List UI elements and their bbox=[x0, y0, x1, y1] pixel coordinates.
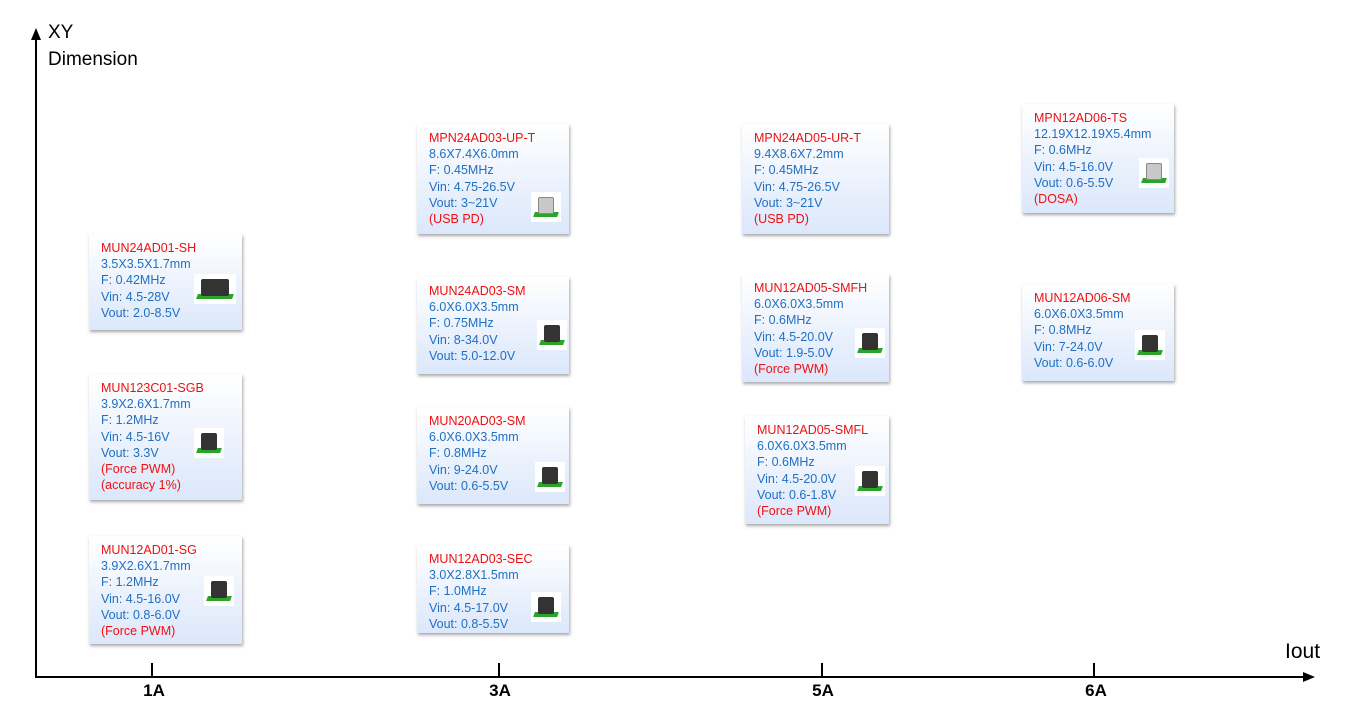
spec-line: F: 0.75MHz bbox=[429, 316, 494, 331]
spec-line: Vout: 5.0-12.0V bbox=[429, 348, 516, 363]
spec-line: Vin: 4.5-17.0V bbox=[429, 600, 508, 615]
spec-line: Vin: 4.5-16V bbox=[101, 429, 170, 444]
spec-line: 3.9X2.6X1.7mm bbox=[101, 397, 191, 412]
spec-line: Vout: 0.6-1.8V bbox=[757, 487, 837, 502]
spec-line: Vout: 1.9-5.0V bbox=[754, 345, 834, 360]
note-line: (Force PWM) bbox=[754, 362, 829, 377]
spec-line: Vin: 9-24.0V bbox=[429, 462, 498, 477]
spec-line: F: 1.0MHz bbox=[429, 584, 487, 599]
spec-line: F: 1.2MHz bbox=[101, 413, 159, 428]
spec-line: 6.0X6.0X3.5mm bbox=[1034, 307, 1124, 322]
spec-line: F: 0.8MHz bbox=[1034, 323, 1092, 338]
product-name: MPN12AD06-TS bbox=[1034, 111, 1128, 125]
x-axis-arrow-icon bbox=[1303, 672, 1315, 682]
note-line: (Force PWM) bbox=[101, 624, 176, 639]
spec-line: 3.9X2.6X1.7mm bbox=[101, 559, 191, 574]
y-label-line2: Dimension bbox=[48, 49, 138, 70]
chip-module-icon bbox=[855, 466, 885, 496]
tick-label: 5A bbox=[812, 681, 834, 700]
product-card: MUN12AD03-SEC 3.0X2.8X1.5mm F: 1.0MHz Vin: … bbox=[417, 545, 569, 633]
chip-module-icon bbox=[535, 462, 565, 492]
spec-line: Vout: 3~21V bbox=[754, 195, 823, 210]
spec-line: Vin: 4.75-26.5V bbox=[429, 179, 515, 194]
spec-line: 12.19X12.19X5.4mm bbox=[1034, 127, 1152, 142]
product-name: MUN123C01-SGB bbox=[101, 381, 204, 395]
spec-line: Vin: 4.5-28V bbox=[101, 289, 170, 304]
smd-inductor-module-icon bbox=[194, 274, 236, 304]
spec-line: Vin: 4.75-26.5V bbox=[754, 179, 840, 194]
spec-line: Vin: 4.5-16.0V bbox=[101, 591, 180, 606]
spec-line: Vin: 4.5-20.0V bbox=[754, 329, 833, 344]
spec-line: F: 0.8MHz bbox=[429, 446, 487, 461]
product-name: MPN24AD05-UR-T bbox=[754, 131, 861, 145]
note-line: (USB PD) bbox=[754, 212, 809, 227]
spec-line: F: 0.6MHz bbox=[1034, 143, 1092, 158]
y-label-line1: XY bbox=[48, 22, 74, 43]
tick-label: 3A bbox=[489, 681, 511, 700]
spec-line: Vout: 2.0-8.5V bbox=[101, 305, 181, 320]
product-name: MUN20AD03-SM bbox=[429, 414, 526, 428]
spec-line: 6.0X6.0X3.5mm bbox=[757, 439, 847, 454]
spec-line: F: 1.2MHz bbox=[101, 575, 159, 590]
product-name: MUN12AD01-SG bbox=[101, 543, 197, 557]
spec-line: F: 0.42MHz bbox=[101, 273, 166, 288]
note-line: (accuracy 1%) bbox=[101, 478, 181, 493]
product-name: MUN12AD05-SMFL bbox=[757, 423, 869, 437]
note-line: (Force PWM) bbox=[101, 462, 176, 477]
spec-line: Vout: 0.6-5.5V bbox=[1034, 175, 1114, 190]
product-card: MPN24AD03-UP-T 8.6X7.4X6.0mm F: 0.45MHz Vin… bbox=[417, 124, 569, 234]
spec-line: Vout: 0.8-6.0V bbox=[101, 607, 181, 622]
tick-label: 1A bbox=[143, 681, 165, 700]
spec-line: 6.0X6.0X3.5mm bbox=[429, 430, 519, 445]
spec-line: Vin: 4.5-20.0V bbox=[757, 471, 836, 486]
y-axis-arrow-icon bbox=[31, 28, 41, 40]
spec-line: Vout: 3~21V bbox=[429, 195, 498, 210]
product-name: MUN24AD01-SH bbox=[101, 241, 197, 255]
spec-line: Vin: 7-24.0V bbox=[1034, 339, 1103, 354]
gray-module-icon bbox=[531, 192, 561, 222]
product-name: MUN24AD03-SM bbox=[429, 284, 526, 298]
gray-module-icon bbox=[1139, 158, 1169, 188]
product-card: MUN12AD05-SMFH 6.0X6.0X3.5mm F: 0.6MHz Vin:… bbox=[742, 274, 889, 382]
spec-line: F: 0.6MHz bbox=[754, 313, 812, 328]
chip-module-icon bbox=[194, 428, 224, 458]
spec-line: Vin: 4.5-16.0V bbox=[1034, 159, 1113, 174]
note-line: (Force PWM) bbox=[757, 504, 832, 519]
spec-line: Vin: 8-34.0V bbox=[429, 332, 498, 347]
chip-module-icon bbox=[204, 576, 234, 606]
chip-module-icon bbox=[531, 592, 561, 622]
product-name: MUN12AD05-SMFH bbox=[754, 281, 868, 295]
spec-line: Vout: 0.6-6.0V bbox=[1034, 355, 1114, 370]
tick-1a bbox=[151, 663, 153, 677]
spec-line: 9.4X8.6X7.2mm bbox=[754, 147, 844, 162]
spec-line: 6.0X6.0X3.5mm bbox=[429, 300, 519, 315]
product-name: MUN12AD03-SEC bbox=[429, 552, 533, 566]
x-axis-label: Iout bbox=[1285, 640, 1321, 663]
chip-module-icon bbox=[537, 320, 567, 350]
tick-5a bbox=[821, 663, 823, 677]
spec-line: 6.0X6.0X3.5mm bbox=[754, 297, 844, 312]
y-axis bbox=[35, 38, 37, 678]
spec-line: Vout: 3.3V bbox=[101, 445, 159, 460]
spec-line: F: 0.45MHz bbox=[754, 163, 819, 178]
note-line: (USB PD) bbox=[429, 212, 484, 227]
x-axis bbox=[35, 676, 1305, 678]
product-name: MPN24AD03-UP-T bbox=[429, 131, 536, 145]
spec-line: F: 0.45MHz bbox=[429, 163, 494, 178]
tick-label: 6A bbox=[1085, 681, 1107, 700]
chip-module-icon bbox=[855, 328, 885, 358]
spec-line: 3.0X2.8X1.5mm bbox=[429, 568, 519, 583]
product-card: MPN24AD05-UR-T 9.4X8.6X7.2mm F: 0.45MHz Vin… bbox=[742, 124, 889, 234]
spec-line: Vout: 0.8-5.5V bbox=[429, 616, 509, 631]
tick-6a bbox=[1093, 663, 1095, 677]
spec-line: F: 0.6MHz bbox=[757, 455, 815, 470]
spec-line: Vout: 0.6-5.5V bbox=[429, 478, 509, 493]
y-axis-label: XY Dimension bbox=[48, 19, 138, 73]
product-name: MUN12AD06-SM bbox=[1034, 291, 1131, 305]
chip-module-icon bbox=[1135, 330, 1165, 360]
spec-line: 8.6X7.4X6.0mm bbox=[429, 147, 519, 162]
spec-line: 3.5X3.5X1.7mm bbox=[101, 257, 191, 272]
tick-3a bbox=[498, 663, 500, 677]
note-line: (DOSA) bbox=[1034, 192, 1078, 207]
